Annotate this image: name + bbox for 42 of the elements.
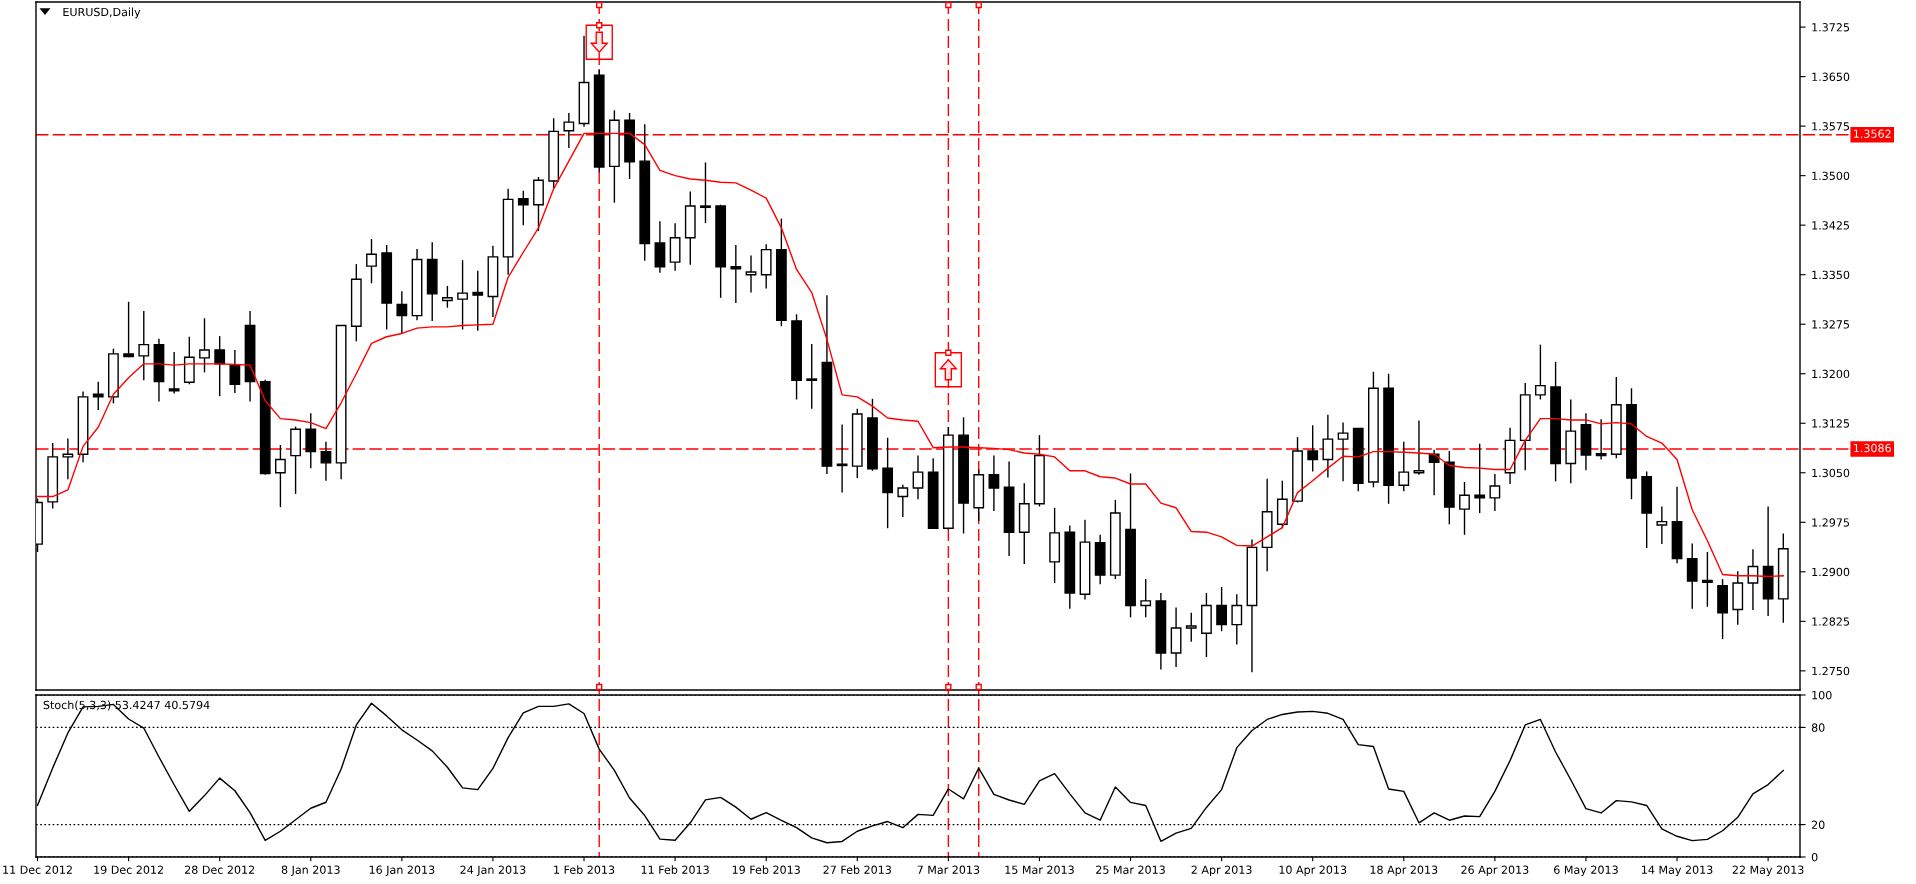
x-tick-label: 1 Feb 2013 [554,865,615,874]
x-tick-label: 18 Apr 2013 [1370,865,1438,877]
ref-line-label: 1.3086 [1854,443,1891,453]
x-tick-label: 16 Jan 2013 [369,865,435,876]
chart-title: EURUSD,Daily [63,7,141,19]
x-tick-label: 8 Jan 2013 [281,865,340,876]
x-tick-label: 10 Apr 2013 [1279,865,1347,877]
x-tick-label: 2 Apr 2013 [1191,865,1252,877]
y-tick-label: 1.2750 [1812,666,1850,676]
y-tick-label: 1.2975 [1812,518,1850,527]
x-tick-label: 6 May 2013 [1554,865,1618,877]
x-tick-label: 27 Feb 2013 [823,865,891,874]
y-tick-label: 1.3050 [1812,468,1850,478]
y-tick-label: 0 [1811,852,1818,862]
y-tick-label: 1.3425 [1812,221,1850,230]
y-tick-label: 1.3350 [1812,270,1850,280]
y-tick-label: 1.3275 [1812,320,1850,329]
x-tick-label: 28 Dec 2012 [185,865,255,874]
y-tick-label: 20 [1811,820,1825,829]
x-tick-label: 19 Dec 2012 [94,865,163,874]
x-tick-label: 7 Mar 2013 [917,865,980,874]
x-tick-label: 24 Jan 2013 [460,865,526,876]
y-tick-label: 1.2900 [1812,567,1850,577]
x-tick-label: 22 May 2013 [1732,865,1804,877]
y-tick-label: 1.3200 [1812,369,1850,379]
y-tick-label: 1.3725 [1812,23,1850,32]
x-tick-label: 19 Feb 2013 [732,865,800,874]
x-tick-label: 25 Mar 2013 [1096,865,1165,874]
y-tick-label: 1.3500 [1812,171,1850,181]
x-tick-label: 14 May 2013 [1642,865,1713,877]
x-tick-label: 11 Dec 2012 [3,865,72,874]
chart-title: Stoch(5,3,3) 53.4247 40.5794 [43,700,210,711]
ref-line-label: 1.3562 [1854,129,1891,138]
x-tick-label: 26 Apr 2013 [1461,865,1529,877]
y-tick-label: 1.3125 [1812,419,1850,428]
x-tick-label: 11 Feb 2013 [641,865,709,874]
y-tick-label: 80 [1811,723,1825,732]
y-tick-label: 1.2825 [1812,617,1850,626]
y-tick-label: 1.3575 [1812,122,1850,131]
x-tick-label: 15 Mar 2013 [1005,865,1074,874]
y-tick-label: 1.3650 [1812,72,1850,81]
y-tick-label: 100 [1812,690,1832,700]
